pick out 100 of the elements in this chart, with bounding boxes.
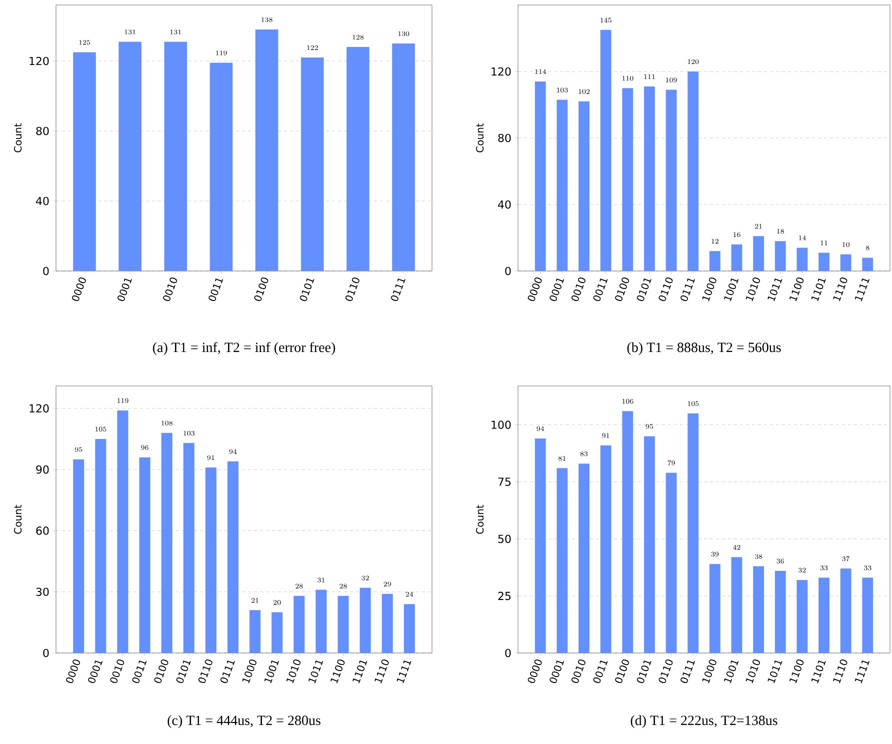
- bar: [709, 251, 720, 271]
- x-tick-label: 0110: [198, 659, 212, 684]
- bar: [183, 443, 194, 653]
- x-tick-label: 0110: [345, 277, 360, 302]
- text: (d) T1 = 222us, T2=138us: [630, 715, 778, 728]
- bar: [164, 42, 188, 271]
- bar: [622, 88, 634, 271]
- bar: [578, 464, 590, 653]
- x-tick-label: 1100: [330, 659, 345, 684]
- x-tick-label: 1100: [790, 659, 804, 684]
- x-tick-label: 1110: [833, 277, 848, 302]
- bar: [818, 252, 830, 271]
- bar: [205, 468, 216, 653]
- bar: [818, 578, 830, 653]
- x-tick-label: 0010: [110, 659, 124, 684]
- bar: [840, 254, 852, 271]
- y-tick-label: 0: [505, 266, 511, 276]
- bar: [556, 100, 568, 271]
- bar: [796, 248, 808, 271]
- bar: [731, 244, 742, 271]
- bar: [250, 610, 261, 653]
- x-tick-label: 0101: [636, 278, 652, 302]
- x-tick-label: 0111: [680, 278, 695, 302]
- bar: [139, 457, 150, 653]
- bar: [300, 57, 324, 271]
- x-tick-label: 1001: [264, 660, 279, 684]
- x-tick-label: 0101: [300, 278, 314, 302]
- y-tick-label: 100: [492, 420, 511, 429]
- bar: [862, 258, 874, 271]
- y-tick-label: 120: [30, 56, 49, 66]
- bar: [73, 459, 84, 653]
- y-tick-label: 80: [498, 134, 511, 142]
- bar: [338, 596, 349, 653]
- y-tick-label: 30: [36, 588, 49, 596]
- y-tick-label: 120: [492, 67, 511, 76]
- x-tick-label: 0000: [528, 277, 542, 302]
- x-tick-label: 0010: [571, 277, 586, 302]
- bar: [709, 564, 720, 653]
- bar: [382, 594, 393, 653]
- bar: [272, 612, 283, 653]
- x-tick-label: 1111: [855, 660, 870, 684]
- y-tick-label: 0: [505, 648, 511, 658]
- x-tick-label: 0100: [615, 277, 630, 302]
- bar: [161, 432, 172, 653]
- x-tick-label: 1001: [724, 660, 739, 684]
- x-tick-label: 0001: [88, 660, 103, 684]
- bar: [688, 413, 699, 653]
- bar: [227, 461, 238, 653]
- x-tick-label: 1001: [724, 278, 739, 302]
- bar: [688, 71, 699, 271]
- bar: [622, 411, 634, 653]
- x-tick-label: 0001: [550, 278, 564, 302]
- x-tick-label: 0010: [163, 277, 178, 302]
- bar: [578, 101, 590, 271]
- bar: [73, 52, 96, 271]
- x-tick-label: 0011: [593, 278, 608, 302]
- x-tick-label: 1000: [242, 659, 256, 684]
- bar: [796, 580, 808, 653]
- x-tick-label: 1000: [702, 277, 716, 302]
- bar: [774, 570, 786, 653]
- bar: [644, 86, 655, 271]
- x-tick-label: 0101: [176, 660, 191, 684]
- bar: [862, 578, 874, 653]
- x-tick-label: 0000: [528, 659, 542, 684]
- bar: [294, 596, 305, 653]
- x-tick-label: 0100: [615, 659, 630, 684]
- bar: [753, 236, 764, 271]
- x-tick-label: 0101: [636, 660, 652, 684]
- x-tick-label: 0111: [220, 660, 235, 684]
- x-tick-label: 0110: [658, 277, 673, 302]
- y-axis-title: Count: [476, 123, 484, 152]
- bar: [404, 604, 415, 653]
- x-tick-label: 0100: [154, 659, 168, 684]
- x-tick-label: 0011: [593, 660, 608, 684]
- bar: [534, 438, 546, 653]
- x-tick-label: 1110: [833, 659, 848, 684]
- x-tick-label: 1011: [768, 660, 782, 684]
- y-tick-label: 25: [498, 592, 511, 600]
- bar: [731, 557, 742, 653]
- y-tick-label: 60: [36, 526, 49, 535]
- y-tick-label: 50: [498, 534, 511, 544]
- bar: [840, 568, 852, 653]
- text: (a) T1 = inf, T2 = inf (error free): [152, 342, 336, 355]
- x-tick-label: 0001: [118, 278, 132, 302]
- x-tick-label: 1010: [286, 659, 301, 684]
- bar: [666, 90, 677, 271]
- bar: [360, 588, 371, 653]
- x-tick-label: 0011: [208, 278, 224, 302]
- bar: [118, 42, 142, 271]
- y-tick-label: 90: [36, 465, 49, 474]
- y-tick-label: 0: [43, 648, 49, 658]
- bar: [556, 468, 568, 653]
- bar: [316, 590, 327, 653]
- x-tick-label: 1101: [352, 660, 368, 684]
- bar: [534, 81, 546, 271]
- x-tick-label: 0001: [550, 660, 564, 684]
- x-tick-label: 0100: [254, 277, 268, 302]
- x-tick-label: 1110: [374, 659, 389, 684]
- bar: [753, 566, 764, 653]
- x-tick-label: 1111: [855, 278, 870, 302]
